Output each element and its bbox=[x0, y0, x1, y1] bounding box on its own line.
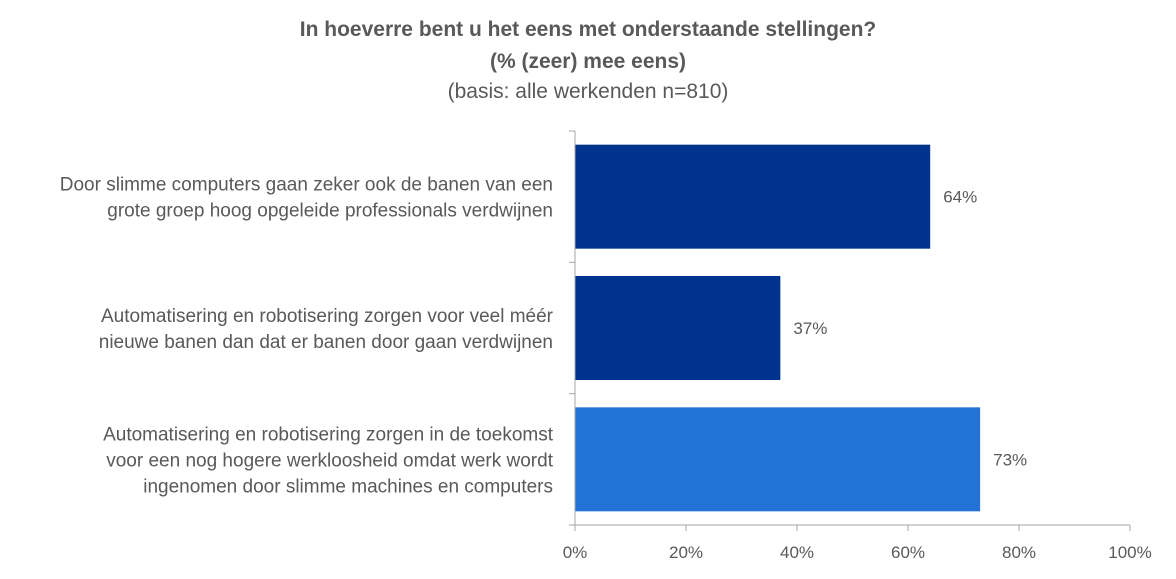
category-label-line: grote groep hoog opgeleide professionals… bbox=[107, 201, 553, 222]
chart-base-note: (basis: alle werkenden n=810) bbox=[447, 80, 729, 103]
category-label-line: Door slimme computers gaan zeker ook de … bbox=[60, 175, 553, 196]
chart-subtitle: (% (zeer) mee eens) bbox=[489, 50, 687, 73]
category-label-1: Door slimme computers gaan zeker ook de … bbox=[60, 175, 553, 222]
data-label-3: 73% bbox=[993, 450, 1027, 469]
category-label-2: Automatisering en robotisering zorgen vo… bbox=[99, 306, 554, 353]
chart-title: In hoeverre bent u het eens met ondersta… bbox=[299, 18, 877, 41]
category-label-line: nieuwe banen dan dat er banen door gaan … bbox=[99, 332, 553, 353]
category-label-line: voor een nog hogere werkloosheid omdat w… bbox=[106, 450, 553, 471]
bar-1 bbox=[575, 144, 931, 249]
bar-2 bbox=[575, 276, 781, 380]
x-tick-label-40: 40% bbox=[780, 543, 814, 562]
x-tick-label-80: 80% bbox=[1002, 543, 1036, 562]
data-label-1: 64% bbox=[943, 188, 977, 207]
x-tick-label-20: 20% bbox=[669, 543, 703, 562]
category-label-line: Automatisering en robotisering zorgen vo… bbox=[101, 306, 554, 327]
data-label-2: 37% bbox=[793, 319, 827, 338]
bar-3 bbox=[575, 407, 981, 512]
x-tick-label-100: 100% bbox=[1108, 543, 1151, 562]
x-tick-label-0: 0% bbox=[563, 543, 588, 562]
x-tick-label-60: 60% bbox=[891, 543, 925, 562]
category-label-3: Automatisering en robotisering zorgen in… bbox=[103, 424, 554, 497]
category-label-line: Automatisering en robotisering zorgen in… bbox=[103, 424, 554, 445]
category-label-line: ingenomen door slimme machines en comput… bbox=[143, 476, 553, 497]
